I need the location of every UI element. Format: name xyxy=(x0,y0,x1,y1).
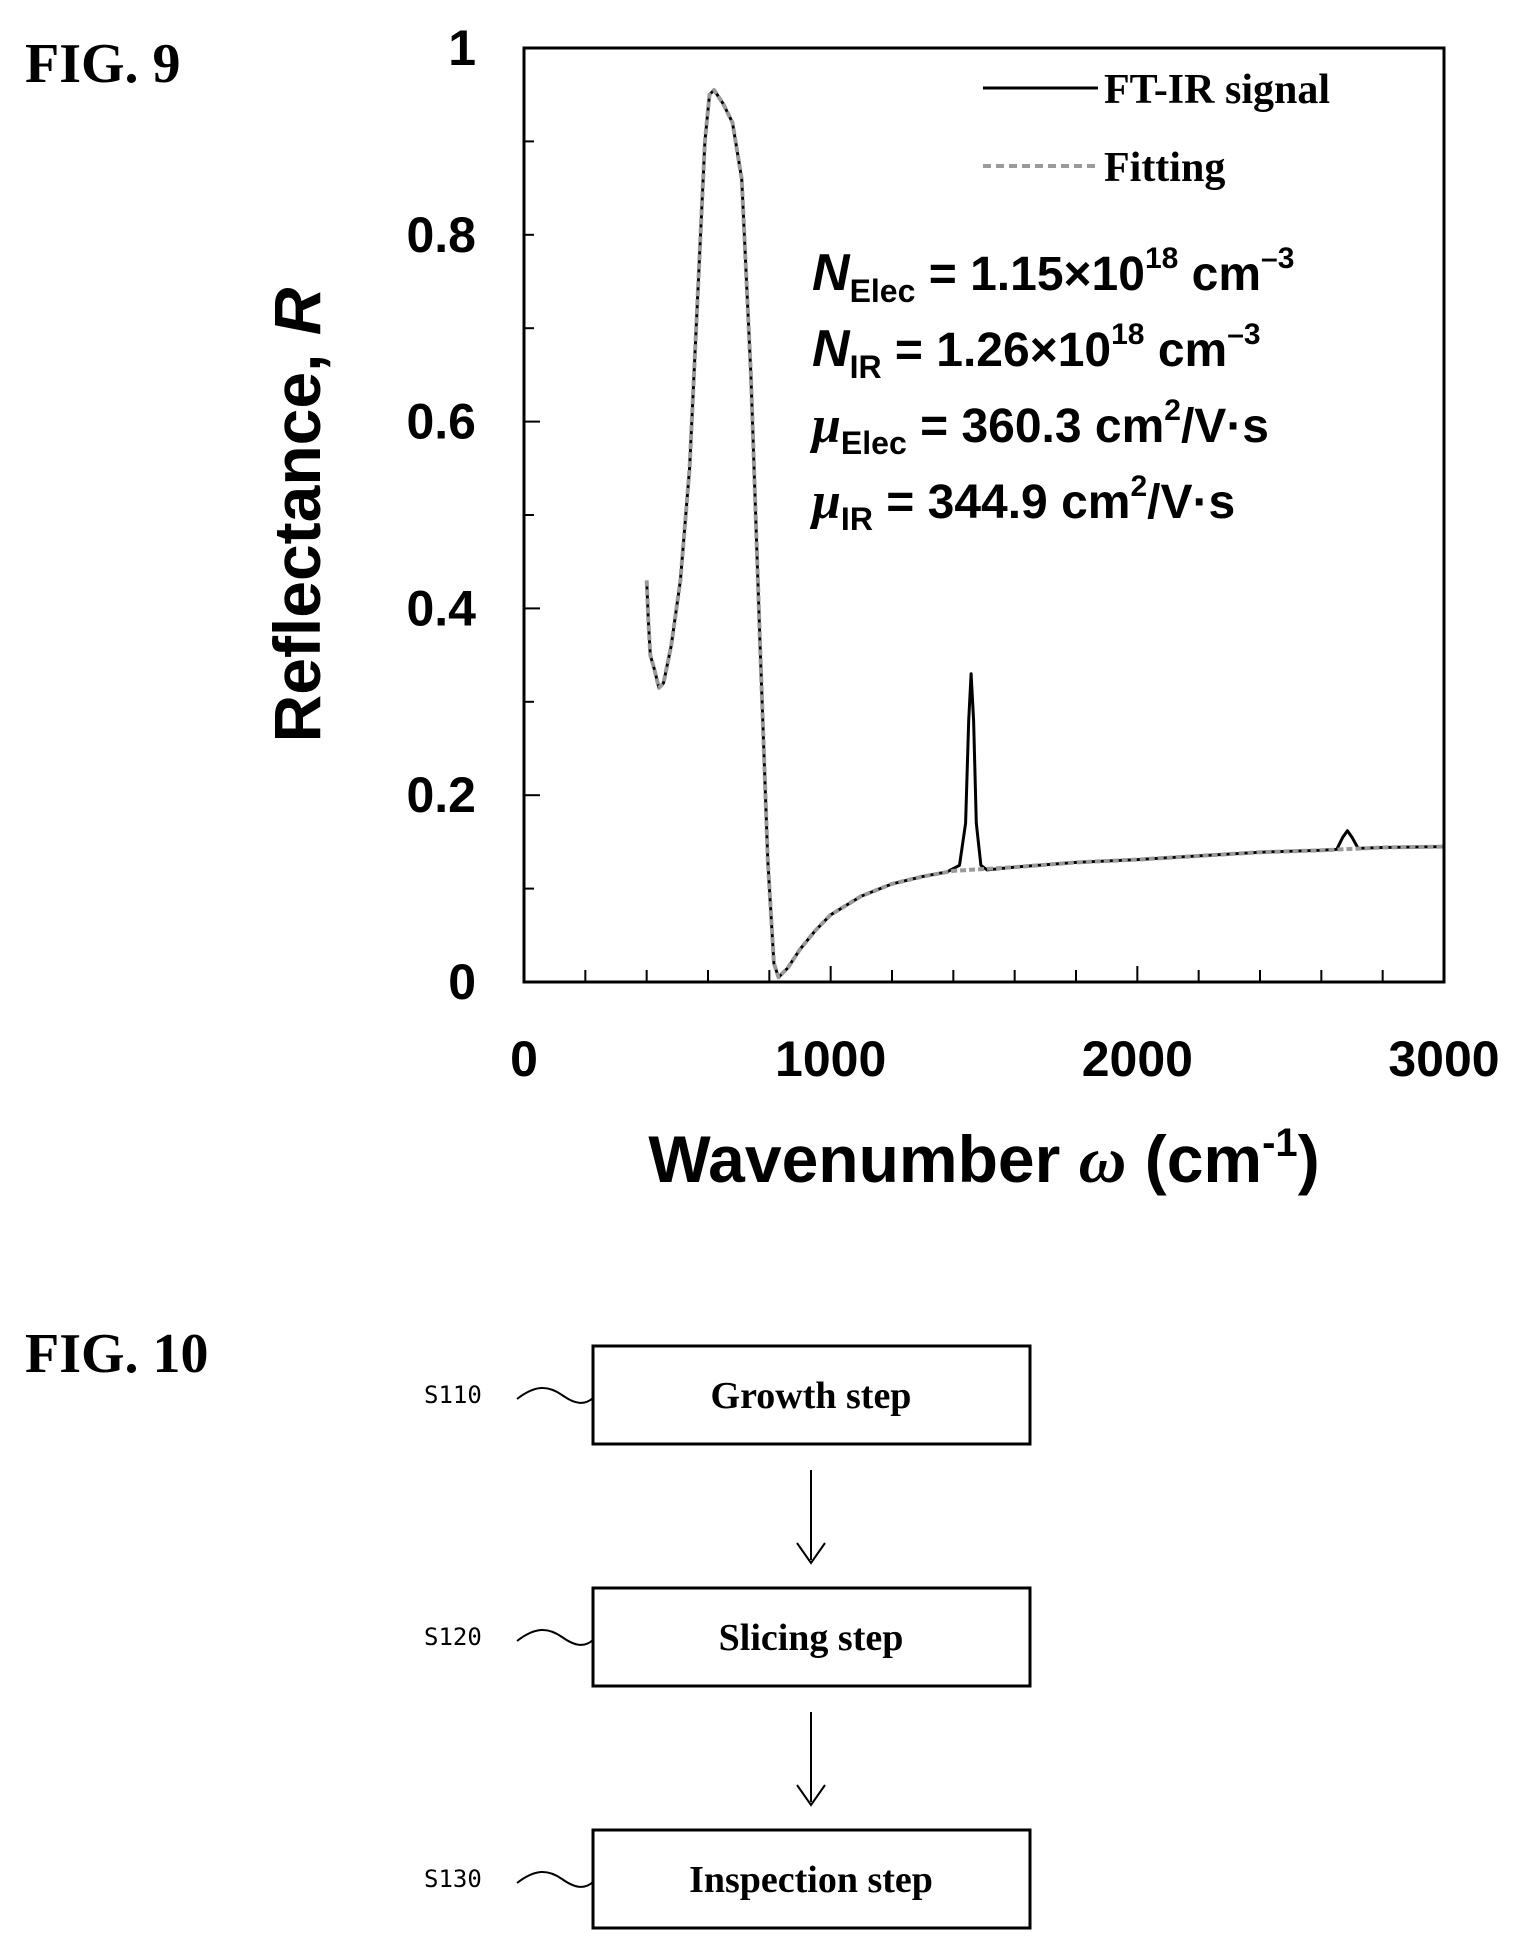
step-label-growth: Growth step xyxy=(711,1375,912,1417)
step-id-s110: S110 xyxy=(424,1381,482,1409)
annotation-n-elec: NElec = 1.15×1018 cm–3 xyxy=(812,242,1294,309)
step-leader-s130 xyxy=(516,1871,594,1888)
x-axis-title: Wavenumber ω (cm-1) xyxy=(648,1121,1319,1197)
x-axis-tick-labels: 0 1000 2000 3000 xyxy=(510,1031,1500,1087)
x-axis-title-unit-post: ) xyxy=(1298,1122,1320,1196)
x-tick-label-3000: 3000 xyxy=(1388,1031,1499,1087)
step-id-s130: S130 xyxy=(424,1865,482,1893)
x-axis-title-unit-pre: (cm xyxy=(1126,1122,1262,1196)
fig10-label: FIG. 10 xyxy=(25,1323,209,1385)
legend: FT-IR signal Fitting xyxy=(983,67,1330,191)
flow-arrow-2-head xyxy=(796,1784,826,1807)
x-axis-ticks xyxy=(523,966,1445,982)
step-box-inspection xyxy=(591,1828,1032,1930)
y-tick-label-0.8: 0.8 xyxy=(406,207,476,263)
x-tick-label-1000: 1000 xyxy=(775,1031,886,1087)
series-line-fitting xyxy=(644,88,1445,980)
annotation-n-ir: NIR = 1.26×1018 cm–3 xyxy=(812,318,1261,385)
y-tick-label-0.6: 0.6 xyxy=(406,394,476,450)
y-tick-label-0.2: 0.2 xyxy=(406,767,476,823)
x-axis-title-main: Wavenumber xyxy=(648,1122,1078,1196)
step-box-slicing xyxy=(591,1586,1032,1688)
y-axis-title-symbol: R xyxy=(260,287,334,335)
y-axis-ticks xyxy=(524,47,540,983)
step-label-inspection: Inspection step xyxy=(689,1859,933,1901)
y-tick-label-1: 1 xyxy=(448,20,476,76)
legend-label-ftir: FT-IR signal xyxy=(1104,67,1330,113)
x-axis-title-unit-sup: -1 xyxy=(1262,1121,1298,1165)
x-tick-label-2000: 2000 xyxy=(1082,1031,1193,1087)
fig9-label: FIG. 9 xyxy=(25,33,181,95)
step-label-slicing: Slicing step xyxy=(719,1617,904,1659)
y-axis-tick-labels: 0 0.2 0.4 0.6 0.8 1 xyxy=(406,20,476,1010)
step-leader-s110 xyxy=(516,1387,594,1404)
step-box-growth xyxy=(591,1344,1032,1446)
y-axis-title-main: Reflectance, xyxy=(260,335,334,742)
x-axis-title-symbol: ω xyxy=(1079,1124,1127,1197)
annotation-mu-ir: μIR = 344.9 cm2/V·s xyxy=(809,470,1235,537)
y-axis-title: Reflectance, R xyxy=(260,287,334,742)
series-layer xyxy=(644,88,1445,980)
y-tick-label-0: 0 xyxy=(448,954,476,1010)
x-tick-label-0: 0 xyxy=(510,1031,538,1087)
flow-arrow-1-head xyxy=(796,1542,826,1565)
legend-label-fitting: Fitting xyxy=(1104,145,1225,191)
annotation-mu-elec: μElec = 360.3 cm2/V·s xyxy=(809,394,1269,461)
parameter-annotations: NElec = 1.15×1018 cm–3 NIR = 1.26×1018 c… xyxy=(809,242,1294,537)
step-leader-s120 xyxy=(516,1629,594,1646)
flowchart: S110 Growth step S120 Slicing step S130 … xyxy=(424,1344,1032,1930)
step-id-s120: S120 xyxy=(424,1623,482,1651)
y-tick-label-0.4: 0.4 xyxy=(406,580,476,636)
